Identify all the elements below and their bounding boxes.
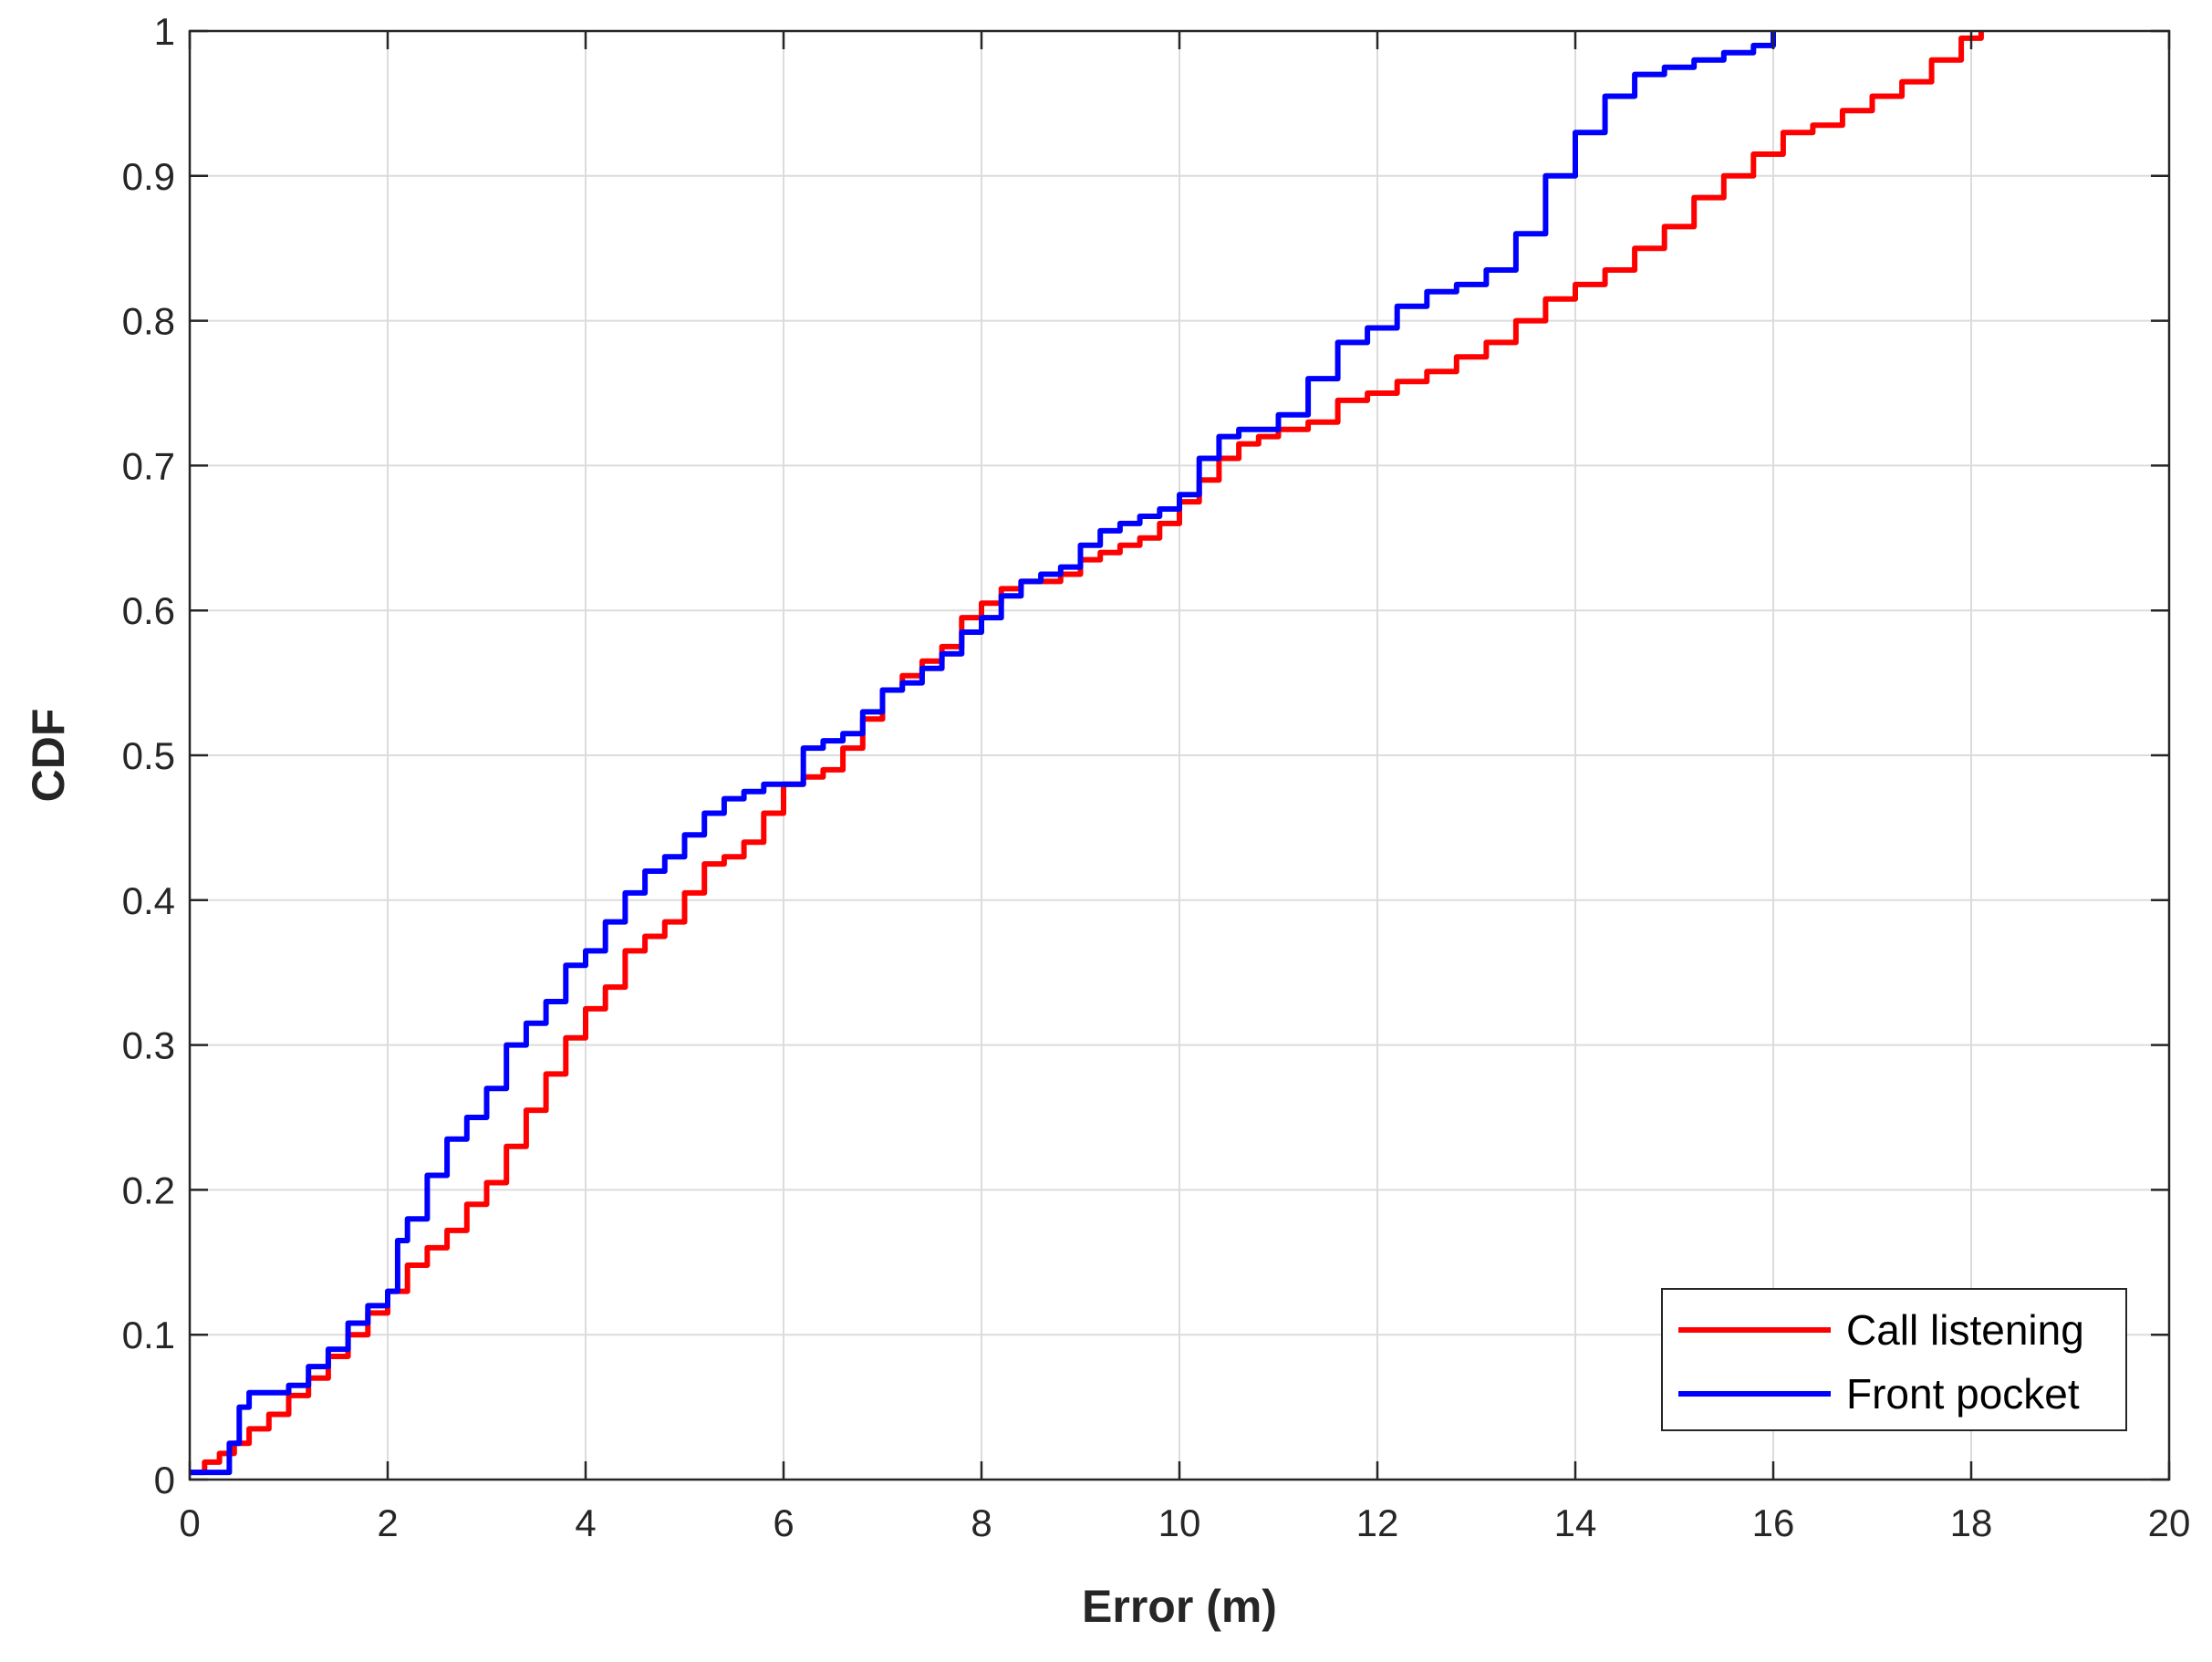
y-tick-label: 0.3 <box>122 1024 175 1067</box>
legend: Call listening Front pocket <box>1661 1288 2127 1431</box>
x-tick-label: 8 <box>971 1501 992 1544</box>
legend-box <box>1661 1288 2127 1431</box>
y-tick-label: 0.6 <box>122 589 175 632</box>
y-tick-label: 0.7 <box>122 444 175 487</box>
y-axis-title: CDF <box>23 709 74 803</box>
x-tick-label: 2 <box>377 1501 398 1544</box>
y-tick-labels: 0 0.1 0.2 0.3 0.4 0.5 0.6 0.7 0.8 0.9 1 <box>122 10 175 1501</box>
x-tick-label: 16 <box>1752 1501 1795 1544</box>
y-tick-label: 0.5 <box>122 734 175 777</box>
x-tick-labels: 0 2 4 6 8 10 12 14 16 18 20 <box>179 1501 2190 1544</box>
x-tick-label: 10 <box>1158 1501 1201 1544</box>
x-tick-label: 4 <box>575 1501 596 1544</box>
y-tick-label: 0.4 <box>122 879 175 922</box>
x-axis-title: Error (m) <box>1082 1581 1277 1632</box>
x-tick-label: 18 <box>1950 1501 1993 1544</box>
y-tick-label: 1 <box>154 10 175 53</box>
y-tick-label: 0.9 <box>122 155 175 198</box>
x-tick-label: 20 <box>2148 1501 2191 1544</box>
x-tick-label: 14 <box>1554 1501 1597 1544</box>
y-tick-label: 0.2 <box>122 1169 175 1211</box>
series-lines <box>190 31 1984 1476</box>
y-tick-label: 0.1 <box>122 1314 175 1356</box>
x-tick-label: 0 <box>179 1501 200 1544</box>
legend-label-front-pocket: Front pocket <box>1846 1370 2080 1418</box>
x-tick-label: 6 <box>773 1501 794 1544</box>
legend-label-call-listening: Call listening <box>1846 1306 2084 1354</box>
tick-marks <box>188 29 2171 1481</box>
series-line-front-pocket <box>190 31 1776 1476</box>
x-tick-label: 12 <box>1356 1501 1399 1544</box>
y-tick-label: 0.8 <box>122 300 175 343</box>
y-tick-label: 0 <box>154 1459 175 1501</box>
